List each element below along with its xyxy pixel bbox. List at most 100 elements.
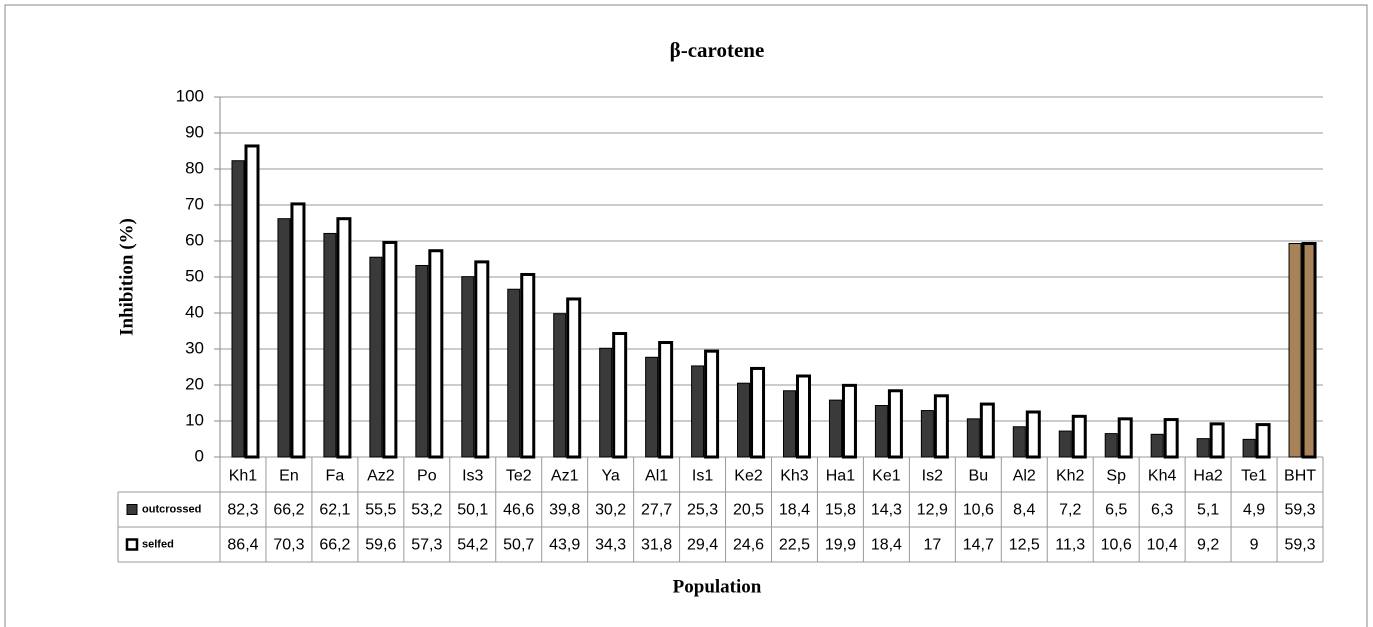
data-label: 22,5 xyxy=(779,537,810,554)
bar xyxy=(737,382,751,458)
data-label: 59,3 xyxy=(1284,537,1315,554)
x-tick-label: Fa xyxy=(326,468,345,485)
bar xyxy=(979,402,995,459)
data-label: 12,9 xyxy=(917,502,948,519)
y-tick-label: 80 xyxy=(185,158,204,177)
x-tick-label: Is3 xyxy=(462,468,483,485)
legend-swatch xyxy=(126,504,138,515)
bar xyxy=(1025,410,1041,459)
data-label: 30,2 xyxy=(595,502,626,519)
chart-title: β-carotene xyxy=(670,38,765,62)
y-tick-label: 50 xyxy=(185,266,204,285)
y-tick-label: 60 xyxy=(185,230,204,249)
bar xyxy=(1058,430,1072,458)
y-tick-label: 40 xyxy=(185,302,204,321)
x-tick-label: Az1 xyxy=(551,468,579,485)
x-tick-label: Is1 xyxy=(692,468,713,485)
x-tick-label: Is2 xyxy=(922,468,943,485)
bar xyxy=(1301,242,1317,459)
data-label: 59,6 xyxy=(365,537,396,554)
bar xyxy=(612,332,628,459)
bar xyxy=(783,390,796,458)
bar xyxy=(382,240,398,459)
x-tick-label: Kh4 xyxy=(1148,468,1177,485)
y-tick-label: 90 xyxy=(185,122,204,141)
x-tick-label: Ya xyxy=(601,468,619,485)
x-tick-label: En xyxy=(279,468,299,485)
x-tick-label: Kh2 xyxy=(1056,468,1085,485)
data-label: 31,8 xyxy=(641,537,672,554)
bar xyxy=(841,383,857,459)
data-label: 82,3 xyxy=(227,502,258,519)
frame xyxy=(4,4,1368,627)
bar xyxy=(796,374,811,459)
data-label: 15,8 xyxy=(825,502,856,519)
bar xyxy=(323,232,337,458)
data-label: 10,6 xyxy=(1101,537,1132,554)
data-label: 9,2 xyxy=(1197,537,1219,554)
data-label: 7,2 xyxy=(1059,502,1081,519)
x-tick-label: Te1 xyxy=(1241,468,1267,485)
data-label: 10,4 xyxy=(1147,537,1178,554)
data-label: 6,3 xyxy=(1151,502,1173,519)
y-tick-label: 30 xyxy=(185,338,204,357)
bar xyxy=(966,418,980,458)
bar xyxy=(1242,438,1256,458)
data-label: 10,6 xyxy=(963,502,994,519)
bar xyxy=(1150,433,1164,458)
data-label: 8,4 xyxy=(1013,502,1035,519)
data-label: 46,6 xyxy=(503,502,534,519)
bar xyxy=(1255,423,1271,459)
bar xyxy=(1288,243,1302,458)
data-label: 18,4 xyxy=(871,537,902,554)
x-tick-label: Al2 xyxy=(1013,468,1036,485)
y-tick-label: 70 xyxy=(185,194,204,213)
y-tick-label: 100 xyxy=(176,86,204,105)
y-axis-label: Inhibition (%) xyxy=(116,218,137,336)
data-label: 66,2 xyxy=(319,537,350,554)
legend-label: selfed xyxy=(142,538,174,550)
data-label: 12,5 xyxy=(1009,537,1040,554)
data-label: 62,1 xyxy=(319,502,350,519)
data-label: 9 xyxy=(1250,537,1259,554)
bar xyxy=(1117,417,1133,459)
x-tick-label: Az2 xyxy=(367,468,395,485)
bar xyxy=(290,202,306,459)
data-label: 50,7 xyxy=(503,537,534,554)
data-label: 70,3 xyxy=(273,537,304,554)
data-label: 59,3 xyxy=(1284,502,1315,519)
data-label: 43,9 xyxy=(549,537,580,554)
bar xyxy=(887,389,903,459)
x-tick-label: Ke2 xyxy=(734,468,763,485)
data-label: 66,2 xyxy=(273,502,304,519)
bar xyxy=(520,272,536,459)
bar xyxy=(415,264,429,458)
x-tick-label: Kh1 xyxy=(229,468,258,485)
x-tick-label: Te2 xyxy=(506,468,532,485)
data-label: 6,5 xyxy=(1105,502,1127,519)
data-label: 24,6 xyxy=(733,537,764,554)
bar xyxy=(750,366,766,459)
x-tick-label: Ke1 xyxy=(872,468,901,485)
bar xyxy=(1071,414,1087,459)
bar xyxy=(658,341,674,459)
data-label: 34,3 xyxy=(595,537,626,554)
bar xyxy=(553,313,567,458)
data-label: 54,2 xyxy=(457,537,488,554)
bar xyxy=(244,144,260,459)
bar xyxy=(1012,426,1026,458)
data-label: 17 xyxy=(923,537,941,554)
x-tick-label: Ha1 xyxy=(826,468,855,485)
bar xyxy=(933,394,949,459)
data-label: 19,9 xyxy=(825,537,856,554)
data-label: 50,1 xyxy=(457,502,488,519)
data-label: 86,4 xyxy=(227,537,258,554)
bar xyxy=(1209,422,1225,459)
bar xyxy=(566,297,582,459)
x-tick-label: Ha2 xyxy=(1193,468,1222,485)
x-tick-label: Bu xyxy=(969,468,989,485)
y-tick-label: 10 xyxy=(185,410,204,429)
data-label: 27,7 xyxy=(641,502,672,519)
bar xyxy=(474,260,490,459)
